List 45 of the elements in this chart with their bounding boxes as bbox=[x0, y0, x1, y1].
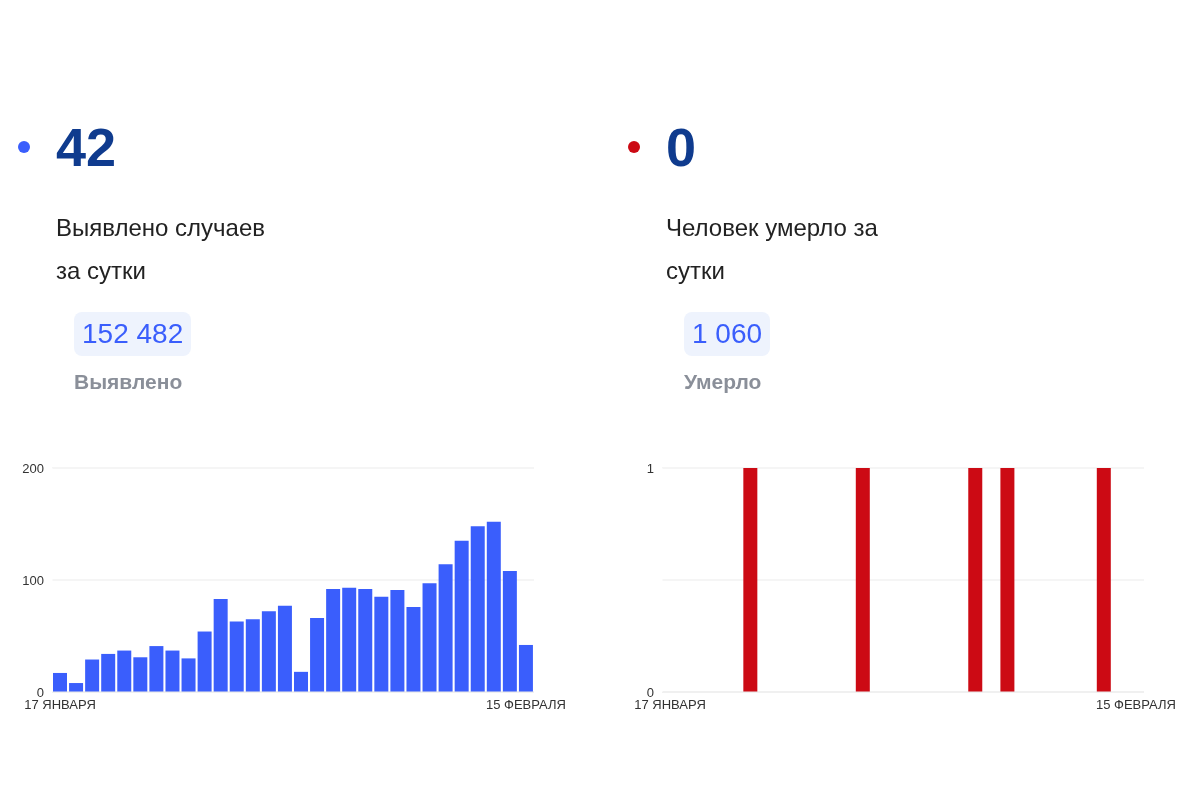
bar bbox=[358, 588, 373, 692]
bar bbox=[197, 631, 212, 692]
bar bbox=[406, 606, 421, 692]
text: 152 482 bbox=[74, 312, 192, 356]
bar bbox=[85, 659, 100, 692]
bar bbox=[438, 564, 453, 692]
chart-title: 42 bbox=[56, 116, 117, 178]
y-tick-label: 100 bbox=[22, 572, 44, 588]
bar bbox=[326, 588, 341, 692]
x-tick-label: 15 ФЕВРАЛЯ bbox=[1095, 697, 1176, 713]
bar bbox=[486, 521, 501, 692]
y-tick-label: 1 bbox=[646, 460, 654, 476]
chart-subtitle: Выявлено случаев за сутки bbox=[56, 213, 267, 286]
bar bbox=[181, 658, 196, 692]
bar bbox=[165, 650, 180, 692]
bar bbox=[502, 571, 517, 692]
bar bbox=[133, 657, 148, 692]
y-tick-label: 200 bbox=[22, 460, 44, 476]
x-tick-label: 15 ФЕВРАЛЯ bbox=[485, 697, 566, 713]
bar bbox=[117, 650, 132, 692]
x-tick-label: 17 ЯНВАРЯ bbox=[634, 697, 706, 713]
bar bbox=[69, 683, 84, 692]
text: Умерло bbox=[684, 370, 763, 394]
bar bbox=[245, 619, 260, 692]
bar bbox=[229, 621, 244, 692]
text: Выявлено bbox=[74, 370, 184, 394]
bar bbox=[310, 618, 325, 692]
bar bbox=[342, 587, 357, 692]
bar bbox=[101, 653, 116, 692]
bar bbox=[374, 596, 389, 692]
bar bbox=[390, 590, 405, 692]
bar bbox=[422, 583, 437, 692]
x-tick-label: 17 ЯНВАРЯ bbox=[24, 697, 96, 713]
bar bbox=[277, 605, 292, 692]
bar bbox=[213, 599, 228, 692]
bar bbox=[53, 672, 67, 692]
bar bbox=[454, 540, 469, 692]
bar bbox=[149, 646, 164, 692]
text: 1 060 bbox=[684, 312, 771, 356]
bar bbox=[470, 526, 485, 692]
bar bbox=[518, 644, 533, 692]
chart-subtitle: Человек умерло за сутки bbox=[666, 213, 879, 286]
bar bbox=[294, 671, 308, 692]
bar bbox=[261, 611, 276, 692]
y-tick-label: 0 bbox=[36, 684, 44, 700]
